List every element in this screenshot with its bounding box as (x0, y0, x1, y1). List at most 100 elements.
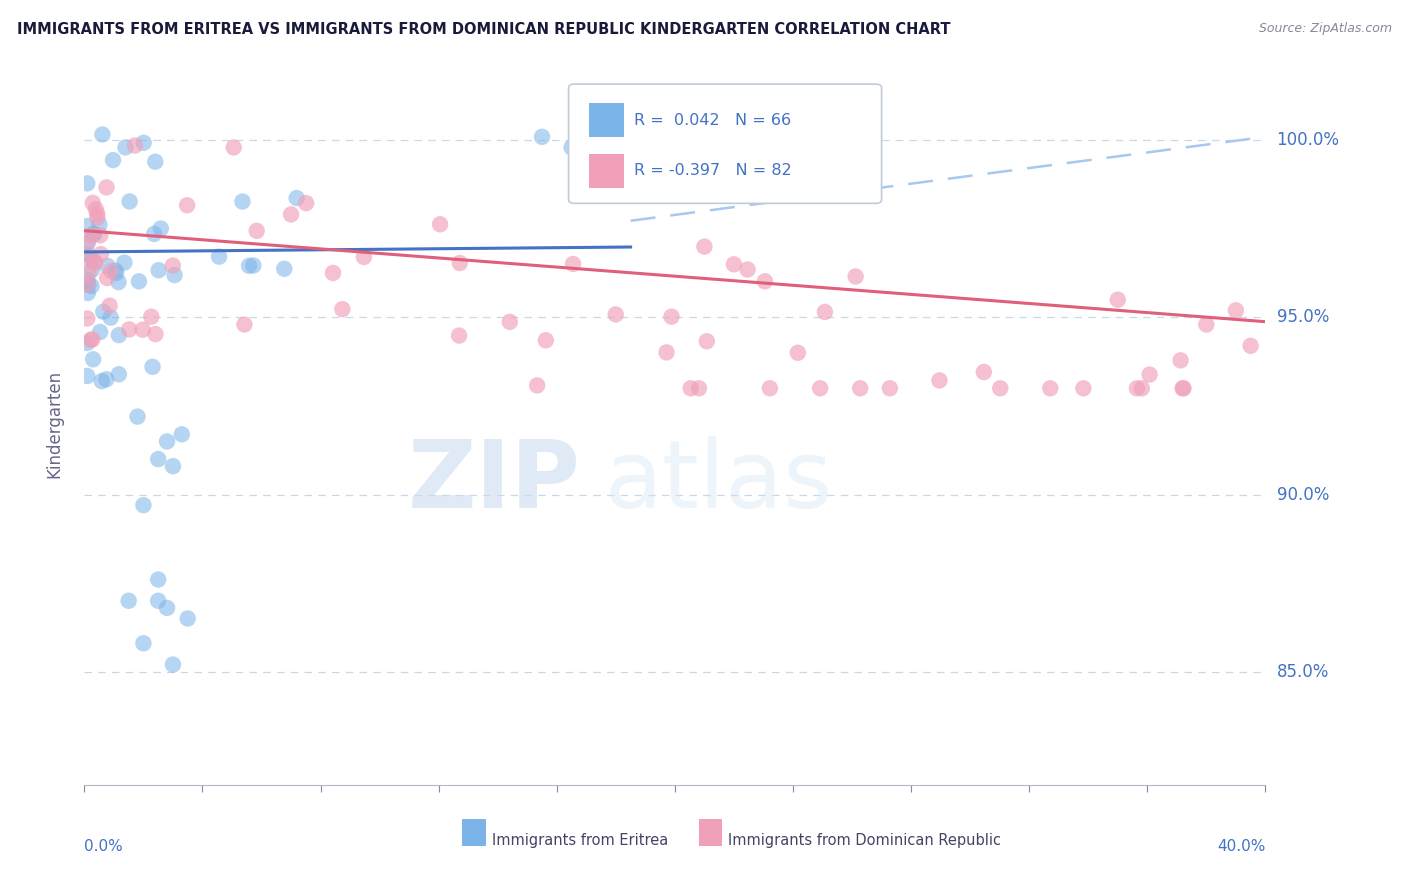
Point (688, 381, 710, 395)
Point (737, 262, 759, 277)
Point (170, 427, 193, 442)
Point (1107, 293, 1129, 307)
Point (82, 352, 104, 367)
Point (82, 252, 104, 266)
Point (91, 304, 114, 318)
Point (80, 279, 103, 293)
Point (96, 271, 118, 285)
Point (723, 257, 745, 271)
Point (141, 310, 163, 324)
Point (76, 219, 98, 233)
Point (118, 594, 141, 608)
Point (77, 248, 100, 262)
Point (928, 373, 950, 387)
Point (132, 636, 155, 650)
Point (149, 221, 172, 235)
Point (322, 266, 344, 280)
Point (82, 195, 104, 210)
Point (1171, 381, 1194, 395)
Point (246, 224, 269, 238)
Point (655, 345, 678, 359)
Point (76, 277, 98, 292)
Point (353, 250, 375, 264)
Point (96, 180, 118, 194)
Point (143, 227, 166, 241)
Point (449, 328, 471, 343)
Point (280, 207, 302, 221)
Point (80, 228, 103, 243)
Point (108, 328, 131, 343)
Point (132, 136, 155, 150)
Point (591, 136, 613, 151)
Point (449, 256, 471, 270)
Point (231, 194, 253, 209)
Point (118, 194, 141, 209)
Point (86, 211, 108, 225)
Text: ZIP: ZIP (408, 435, 581, 527)
Text: 0.0%: 0.0% (84, 839, 124, 855)
Point (1073, 381, 1095, 395)
Bar (589, 103, 624, 137)
Point (143, 154, 166, 169)
Text: 90.0%: 90.0% (1277, 485, 1329, 504)
Text: 100.0%: 100.0% (1277, 131, 1340, 149)
Point (1126, 381, 1149, 395)
Point (108, 368, 131, 382)
Point (605, 307, 627, 321)
Point (132, 498, 155, 512)
Point (127, 409, 149, 424)
Point (104, 263, 127, 277)
Point (86, 207, 108, 221)
Point (429, 217, 451, 231)
Point (148, 573, 170, 587)
Point (80, 333, 103, 347)
Point (1240, 339, 1263, 353)
Y-axis label: Kindergarten: Kindergarten (45, 369, 63, 478)
Point (112, 255, 135, 269)
Point (242, 259, 264, 273)
Text: Immigrants from Eritrea: Immigrants from Eritrea (492, 832, 668, 847)
Point (107, 275, 129, 289)
Point (1173, 381, 1195, 395)
Point (1195, 318, 1218, 332)
Point (499, 315, 522, 329)
Point (1225, 303, 1247, 318)
Bar (589, 154, 624, 187)
Point (679, 381, 702, 395)
FancyBboxPatch shape (568, 84, 882, 203)
Point (759, 381, 782, 395)
Point (561, 140, 583, 154)
Point (84, 255, 107, 269)
Point (163, 268, 186, 282)
Point (96, 259, 118, 273)
Point (162, 259, 184, 273)
Point (754, 274, 776, 288)
Point (84, 202, 107, 216)
Point (162, 459, 184, 474)
Point (76, 273, 98, 287)
Point (534, 334, 557, 348)
Point (83, 227, 105, 241)
Point (661, 310, 683, 324)
Point (295, 196, 318, 211)
Point (650, 144, 672, 158)
Point (177, 611, 200, 625)
Bar (463, 819, 486, 847)
Point (76, 235, 98, 250)
Point (233, 318, 256, 332)
Point (124, 138, 146, 153)
Point (82, 262, 104, 277)
Point (208, 250, 231, 264)
Point (131, 323, 153, 337)
Point (101, 153, 124, 168)
Text: 85.0%: 85.0% (1277, 663, 1329, 681)
Point (77, 252, 100, 267)
Point (273, 261, 295, 276)
Point (526, 378, 548, 392)
Point (91, 128, 114, 142)
Point (1130, 381, 1153, 395)
Point (90, 247, 112, 261)
Point (76, 336, 98, 351)
Point (77, 277, 100, 292)
Point (693, 239, 716, 253)
